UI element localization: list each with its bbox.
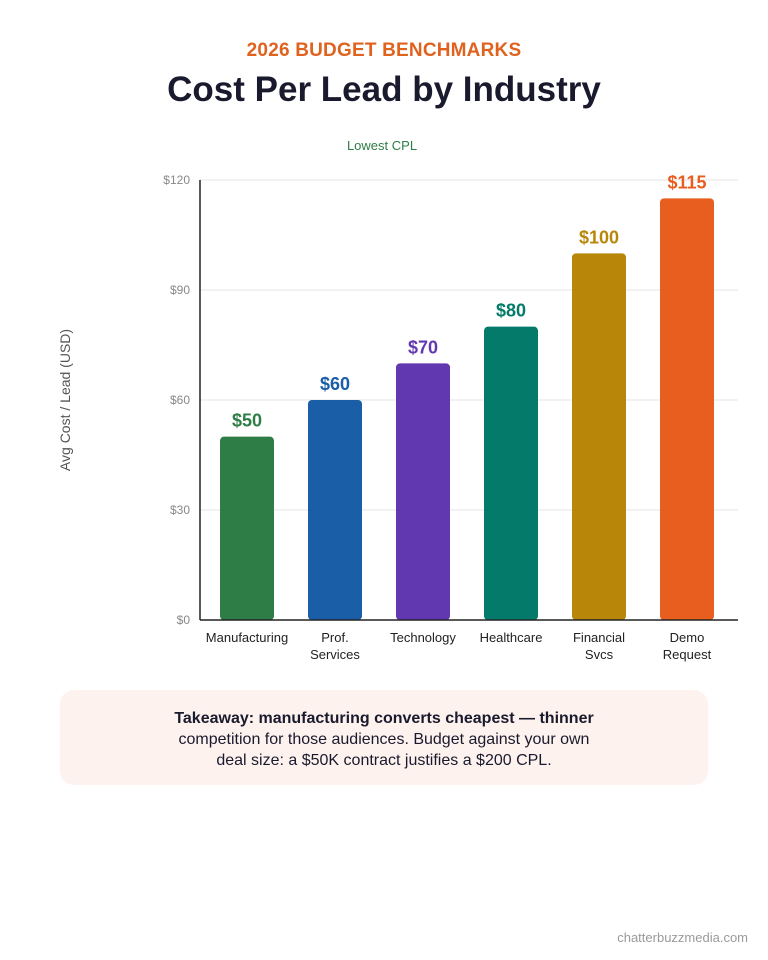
y-axis-label: Avg Cost / Lead (USD) xyxy=(57,329,73,471)
bar-chart: Lowest CPL $0 $30 $60 $90 $120 Avg Cost / Lead… xyxy=(57,138,738,662)
y-tick-label: $90 xyxy=(170,283,190,297)
bar-value-label: $50 xyxy=(232,411,262,431)
bar xyxy=(660,198,714,620)
bar xyxy=(572,253,626,620)
x-tick-label: Manufacturing xyxy=(206,630,288,645)
y-tick-label: $30 xyxy=(170,503,190,517)
bar-value-label: $100 xyxy=(579,227,619,247)
bar-value-label: $80 xyxy=(496,301,526,321)
takeaway-body: competition for those audiences. Budget … xyxy=(178,731,590,769)
bar-value-label: $70 xyxy=(408,337,438,357)
x-tick-label: Prof. Services xyxy=(310,630,360,662)
y-tick-label: $0 xyxy=(177,613,191,627)
y-tick-label: $120 xyxy=(163,173,190,187)
x-tick-label: Healthcare xyxy=(480,630,543,645)
x-tick-label-line: Svcs xyxy=(585,647,614,662)
x-tick-label: Financial Svcs xyxy=(573,630,625,662)
bar-value-label: $115 xyxy=(667,172,706,192)
bar xyxy=(220,436,274,620)
x-tick-label-line: Prof. xyxy=(321,630,348,645)
chart-eyebrow: 2026 BUDGET BENCHMARKS xyxy=(246,40,522,61)
x-tick-label-line: Technology xyxy=(390,630,456,645)
bar xyxy=(308,400,362,620)
x-tick-label-line: Services xyxy=(310,647,360,662)
x-tick-label: Demo Request xyxy=(663,630,712,662)
x-tick-label-line: Healthcare xyxy=(480,630,543,645)
bar xyxy=(484,326,538,620)
x-tick-label-line: Manufacturing xyxy=(206,630,288,645)
takeaway-box: Takeaway: manufacturing converts cheapes… xyxy=(60,690,708,785)
x-tick-label-line: Demo xyxy=(670,630,705,645)
footer-source: chatterbuzzmedia.com xyxy=(617,930,748,945)
bar-value-label: $60 xyxy=(320,374,350,394)
annotation-lowest-cpl: Lowest CPL xyxy=(347,138,417,153)
bar xyxy=(396,363,450,620)
x-tick-label: Technology xyxy=(390,630,456,645)
chart-title: Cost Per Lead by Industry xyxy=(167,70,601,109)
takeaway-lead: Takeaway: manufacturing converts cheapes… xyxy=(174,710,594,727)
x-tick-label-line: Request xyxy=(663,647,712,662)
x-tick-label-line: Financial xyxy=(573,630,625,645)
y-tick-label: $60 xyxy=(170,393,190,407)
